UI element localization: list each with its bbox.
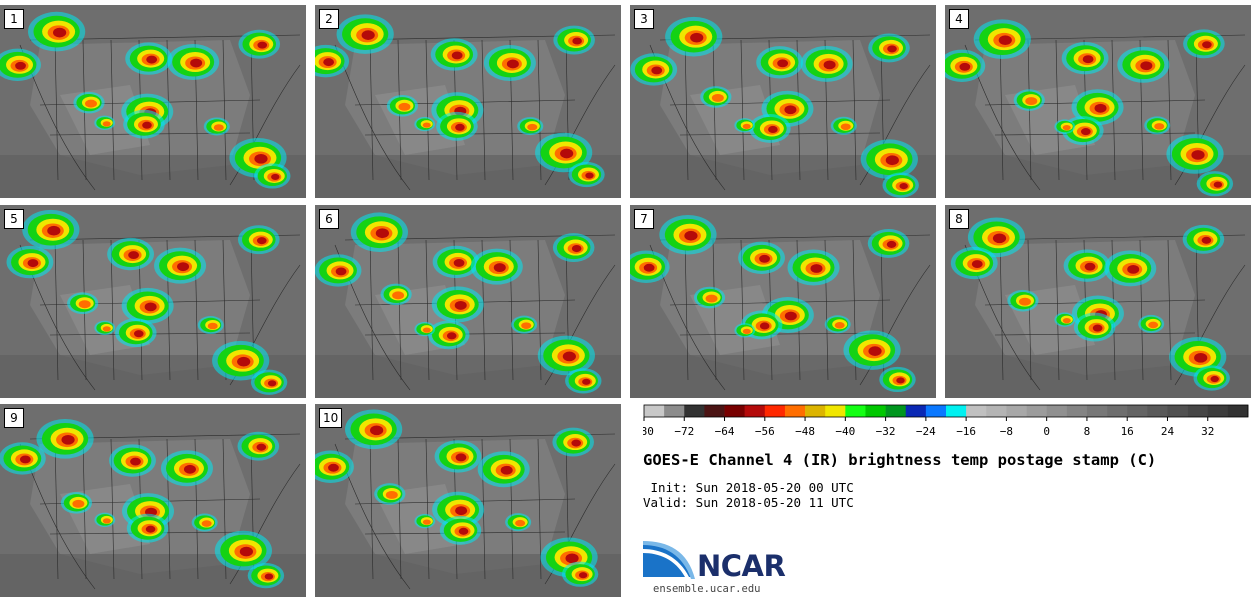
colorbar-tick-label: −48 — [795, 425, 815, 438]
postage-stamp-panel: 10 — [315, 404, 621, 597]
valid-time: Valid: Sun 2018-05-20 11 UTC — [643, 495, 854, 510]
ir-satellite-map — [0, 404, 306, 597]
colorbar-tick-label: −8 — [1000, 425, 1013, 438]
colorbar-segment — [1207, 405, 1229, 417]
postage-stamp-panel: 8 — [945, 205, 1251, 398]
postage-stamp-panel: 4 — [945, 5, 1251, 198]
postage-stamp-panel: 7 — [630, 205, 936, 398]
colorbar-tick-label: 32 — [1201, 425, 1214, 438]
colorbar-tick-label: 16 — [1121, 425, 1134, 438]
panel-number-label: 7 — [634, 209, 654, 229]
colorbar-segment — [865, 405, 886, 417]
colorbar-segment — [1066, 405, 1088, 417]
postage-stamp-panel: 9 — [0, 404, 306, 597]
colorbar-segment — [905, 405, 927, 417]
panel-number-label: 2 — [319, 9, 339, 29]
colorbar-segment — [1046, 405, 1068, 417]
colorbar-tick-label: 0 — [1043, 425, 1050, 438]
ir-satellite-map — [945, 205, 1251, 398]
colorbar-tick-label: 24 — [1161, 425, 1175, 438]
colorbar-segment — [764, 405, 786, 417]
colorbar-segment — [1187, 405, 1209, 417]
colorbar-segment — [1167, 405, 1188, 417]
colorbar-segment — [1227, 405, 1249, 417]
figure-title: GOES-E Channel 4 (IR) brightness temp po… — [643, 451, 1157, 469]
colorbar-segment — [1086, 405, 1108, 417]
colorbar-segment — [1147, 405, 1168, 417]
colorbar-tick-label: −24 — [916, 425, 936, 438]
colorbar-segment — [724, 405, 745, 417]
colorbar-segment — [925, 405, 947, 417]
colorbar-tick-label: −64 — [715, 425, 735, 438]
panel-number-label: 4 — [949, 9, 969, 29]
colorbar-tick-label: −40 — [835, 425, 855, 438]
colorbar-tick-label: −32 — [876, 425, 896, 438]
ncar-logo-icon — [643, 541, 695, 579]
panel-number-label: 8 — [949, 209, 969, 229]
colorbar-segment — [825, 405, 846, 417]
panel-number-label: 1 — [4, 9, 24, 29]
ncar-logo-text: NCAR — [697, 549, 786, 583]
colorbar-tick-label: −16 — [956, 425, 976, 438]
colorbar-segment — [966, 405, 987, 417]
colorbar-segment — [805, 405, 826, 417]
colorbar-segment — [1006, 405, 1027, 417]
panel-number-label: 3 — [634, 9, 654, 29]
ir-satellite-map — [315, 404, 621, 597]
panel-number-label: 6 — [319, 209, 339, 229]
colorbar-segment — [986, 405, 1007, 417]
colorbar-segment — [1026, 405, 1047, 417]
colorbar-tick-label: −72 — [674, 425, 694, 438]
colorbar-segment — [1107, 405, 1128, 417]
ir-satellite-map — [315, 205, 621, 398]
colorbar-segment — [684, 405, 705, 417]
ir-satellite-map — [630, 5, 936, 198]
colorbar-tick-label: 8 — [1084, 425, 1091, 438]
colorbar-segment — [784, 405, 806, 417]
colorbar-segment — [946, 405, 967, 417]
ir-satellite-map — [945, 5, 1251, 198]
colorbar-segment — [644, 405, 665, 417]
colorbar-segment — [704, 405, 725, 417]
panel-number-label: 10 — [319, 408, 343, 428]
ir-satellite-map — [0, 205, 306, 398]
panel-number-label: 9 — [4, 408, 24, 428]
ensemble-url: ensemble.ucar.edu — [653, 583, 761, 595]
colorbar-segment — [885, 405, 907, 417]
panel-number-label: 5 — [4, 209, 24, 229]
ir-satellite-map — [0, 5, 306, 198]
ir-satellite-map — [630, 205, 936, 398]
postage-stamp-panel: 6 — [315, 205, 621, 398]
colorbar-tick-label: −56 — [755, 425, 775, 438]
init-time: Init: Sun 2018-05-20 00 UTC — [643, 480, 854, 495]
colorbar-segment — [664, 405, 685, 417]
colorbar-tick-label: −80 — [643, 425, 654, 438]
postage-stamp-panel: 5 — [0, 205, 306, 398]
ir-satellite-map — [315, 5, 621, 198]
postage-stamp-panel: 2 — [315, 5, 621, 198]
postage-stamp-panel: 1 — [0, 5, 306, 198]
postage-stamp-panel: 3 — [630, 5, 936, 198]
colorbar-segment — [1127, 405, 1148, 417]
colorbar-segment — [744, 405, 766, 417]
colorbar-segment — [845, 405, 866, 417]
